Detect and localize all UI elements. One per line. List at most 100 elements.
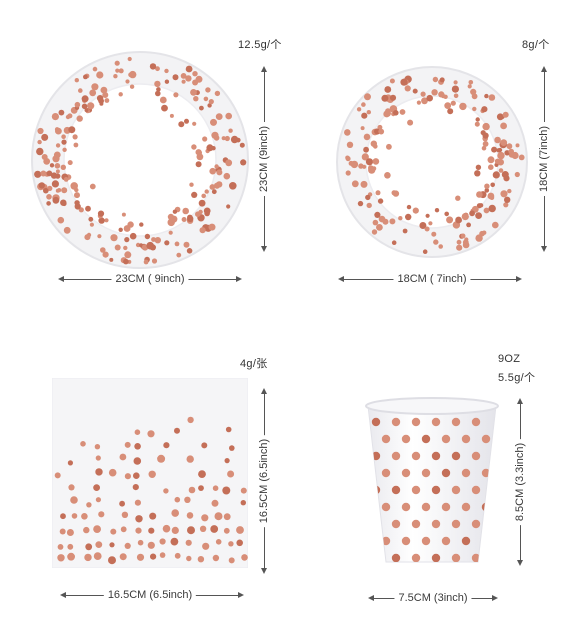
polka-dot (229, 182, 237, 190)
polka-dot (461, 213, 469, 221)
polka-dot (76, 115, 83, 122)
polka-dot (74, 187, 79, 193)
polka-dot (102, 251, 109, 258)
polka-dot (456, 244, 463, 251)
polka-dot (78, 88, 83, 93)
polka-dot (124, 542, 131, 549)
polka-dot (89, 89, 97, 97)
polka-dot (204, 189, 209, 194)
polka-dot (61, 134, 66, 139)
polka-dot (381, 536, 391, 546)
polka-dot (61, 201, 67, 207)
polka-dot (134, 499, 141, 506)
polka-dot (187, 526, 195, 535)
polka-dot (184, 496, 191, 503)
polka-dot (377, 198, 384, 204)
polka-dot (371, 417, 381, 427)
polka-dot (393, 110, 399, 116)
polka-dot (356, 107, 362, 112)
polka-dot (127, 221, 134, 228)
polka-dot (201, 514, 209, 522)
polka-dot (391, 417, 401, 427)
napkin-height-label: 16.5CM (6.5inch) (258, 434, 270, 528)
polka-dot (358, 163, 364, 169)
polka-dot (475, 164, 482, 170)
polka-dot (492, 221, 499, 229)
polka-dot (202, 136, 208, 142)
polka-dot (159, 538, 166, 545)
polka-dot (391, 485, 401, 495)
polka-dot (68, 484, 75, 491)
polka-dot (50, 172, 58, 179)
polka-dot (181, 217, 187, 222)
polka-dot (498, 168, 504, 173)
polka-dot (149, 512, 157, 520)
polka-dot (228, 541, 234, 547)
polka-dot (114, 60, 120, 66)
polka-dot (398, 216, 403, 221)
polka-dot (451, 519, 461, 529)
polka-dot (455, 195, 461, 201)
polka-dot (225, 112, 232, 120)
polka-dot (206, 144, 214, 152)
polka-dot (462, 241, 470, 249)
polka-dot (67, 543, 74, 550)
polka-dot (139, 222, 144, 227)
polka-dot (164, 240, 170, 246)
paper-cup-dots (371, 417, 491, 562)
polka-dot (190, 89, 197, 96)
polka-dot (74, 192, 80, 199)
polka-dot (57, 544, 64, 550)
napkin-weight: 4g/张 (240, 358, 268, 370)
polka-dot (214, 512, 223, 521)
polka-dot (115, 68, 120, 73)
polka-dot (178, 121, 185, 128)
polka-dot (467, 84, 472, 89)
polka-dot (391, 240, 397, 245)
polka-dot (384, 86, 392, 93)
polka-dot (95, 468, 103, 476)
polka-dot (346, 141, 354, 148)
polka-dot (124, 441, 131, 448)
polka-dot (361, 153, 369, 161)
polka-dot (229, 445, 235, 451)
polka-dot (129, 84, 135, 89)
polka-dot (110, 528, 117, 535)
large-plate-image (31, 51, 249, 269)
polka-dot (155, 90, 161, 97)
polka-dot (150, 553, 157, 560)
polka-dot (210, 118, 217, 126)
polka-dot (100, 86, 108, 94)
polka-dot (488, 204, 496, 213)
polka-dot (375, 190, 381, 196)
polka-dot (57, 216, 65, 224)
polka-dot (96, 95, 104, 102)
polka-dot (99, 101, 104, 106)
polka-dot (434, 208, 440, 213)
large-plate-height-label: 23CM (9inch) (258, 121, 270, 197)
polka-dot (109, 542, 115, 548)
polka-dot (506, 143, 513, 150)
polka-dot (151, 258, 158, 264)
polka-dot (57, 554, 65, 562)
polka-dot (134, 443, 141, 450)
polka-dot (186, 555, 192, 562)
polka-dot (55, 143, 61, 148)
polka-dot (365, 158, 374, 166)
polka-dot (40, 170, 47, 177)
polka-dot (201, 193, 206, 199)
polka-dot (211, 146, 216, 151)
polka-dot (431, 485, 441, 495)
polka-dot (373, 144, 378, 149)
polka-dot (156, 87, 161, 92)
polka-dot (240, 159, 247, 166)
polka-dot (421, 536, 431, 546)
polka-dot (411, 485, 421, 495)
polka-dot (191, 191, 198, 198)
polka-dot (164, 79, 170, 84)
polka-dot (472, 106, 477, 112)
polka-dot (345, 156, 351, 162)
polka-dot (37, 139, 42, 145)
polka-dot (372, 158, 380, 165)
polka-dot (37, 127, 44, 135)
